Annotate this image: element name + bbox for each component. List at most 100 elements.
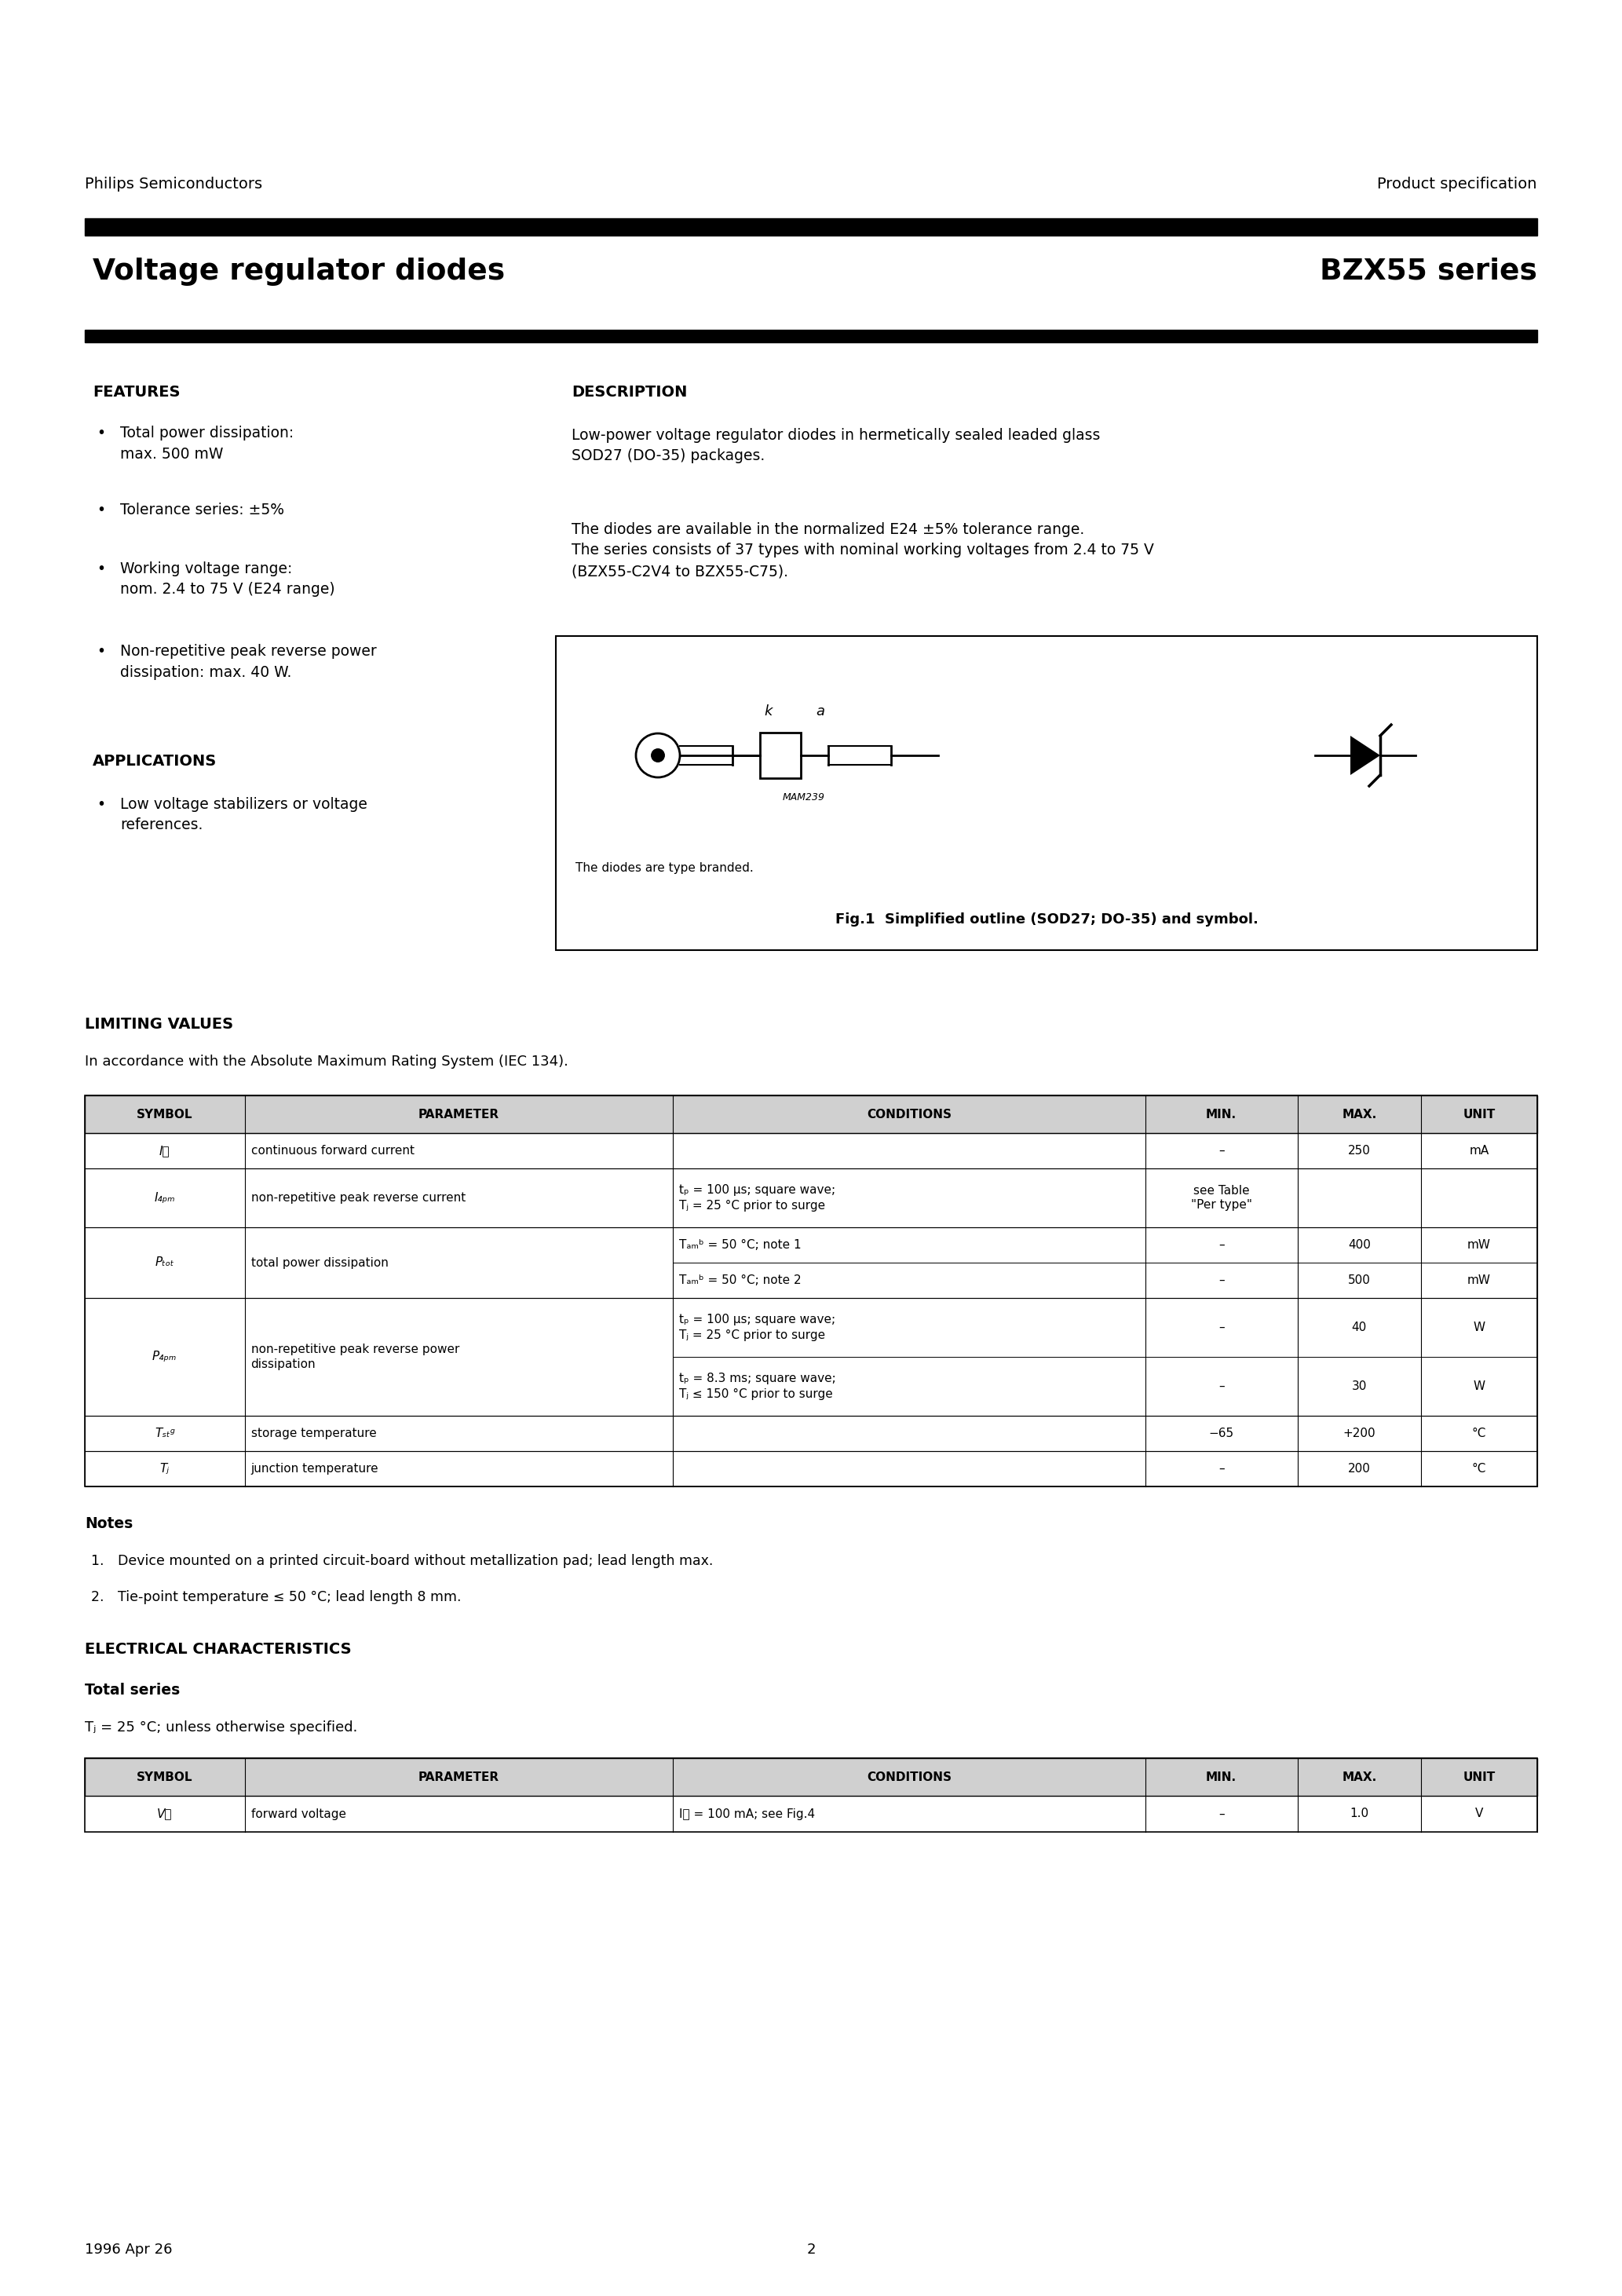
Text: a: a bbox=[816, 705, 824, 719]
Text: junction temperature: junction temperature bbox=[251, 1463, 378, 1474]
Text: Tolerance series: ±5%: Tolerance series: ±5% bbox=[120, 503, 284, 517]
Text: W: W bbox=[1473, 1322, 1486, 1334]
Text: In accordance with the Absolute Maximum Rating System (IEC 134).: In accordance with the Absolute Maximum … bbox=[84, 1054, 568, 1068]
Text: –: – bbox=[1218, 1240, 1225, 1251]
Text: –: – bbox=[1218, 1807, 1225, 1821]
Text: Working voltage range:
nom. 2.4 to 75 V (E24 range): Working voltage range: nom. 2.4 to 75 V … bbox=[120, 563, 334, 597]
Text: storage temperature: storage temperature bbox=[251, 1428, 376, 1440]
Text: SYMBOL: SYMBOL bbox=[136, 1770, 193, 1784]
Text: tₚ = 8.3 ms; square wave;
Tⱼ ≤ 150 °C prior to surge: tₚ = 8.3 ms; square wave; Tⱼ ≤ 150 °C pr… bbox=[680, 1373, 835, 1401]
Text: Tⱼ = 25 °C; unless otherwise specified.: Tⱼ = 25 °C; unless otherwise specified. bbox=[84, 1720, 357, 1733]
Text: Non-repetitive peak reverse power
dissipation: max. 40 W.: Non-repetitive peak reverse power dissip… bbox=[120, 643, 376, 680]
Text: Voltage regulator diodes: Voltage regulator diodes bbox=[92, 257, 504, 285]
Text: •: • bbox=[97, 425, 105, 441]
Polygon shape bbox=[1351, 735, 1380, 776]
Text: tₚ = 100 μs; square wave;
Tⱼ = 25 °C prior to surge: tₚ = 100 μs; square wave; Tⱼ = 25 °C pri… bbox=[680, 1185, 835, 1212]
Text: PARAMETER: PARAMETER bbox=[418, 1109, 500, 1120]
Text: 400: 400 bbox=[1348, 1240, 1371, 1251]
Text: MAX.: MAX. bbox=[1341, 1109, 1377, 1120]
Text: PARAMETER: PARAMETER bbox=[418, 1770, 500, 1784]
Text: 40: 40 bbox=[1351, 1322, 1367, 1334]
Bar bbox=[84, 1095, 1538, 1486]
Text: MAM239: MAM239 bbox=[783, 792, 826, 804]
Text: –: – bbox=[1218, 1463, 1225, 1474]
Text: 1.0: 1.0 bbox=[1350, 1807, 1369, 1821]
Text: 500: 500 bbox=[1348, 1274, 1371, 1286]
Bar bbox=[84, 218, 1538, 236]
Bar bbox=[84, 1169, 1538, 1228]
Bar bbox=[84, 331, 1538, 342]
Text: 2.  Tie-point temperature ≤ 50 °C; lead length 8 mm.: 2. Tie-point temperature ≤ 50 °C; lead l… bbox=[91, 1591, 461, 1605]
Text: I₟ = 100 mA; see Fig.4: I₟ = 100 mA; see Fig.4 bbox=[680, 1807, 816, 1821]
Text: mW: mW bbox=[1468, 1240, 1491, 1251]
Text: The diodes are type branded.: The diodes are type branded. bbox=[576, 863, 754, 875]
Text: non-repetitive peak reverse power
dissipation: non-repetitive peak reverse power dissip… bbox=[251, 1343, 459, 1371]
Text: Tₛₜᵍ: Tₛₜᵍ bbox=[154, 1428, 175, 1440]
Text: FEATURES: FEATURES bbox=[92, 386, 180, 400]
Text: non-repetitive peak reverse current: non-repetitive peak reverse current bbox=[251, 1192, 466, 1203]
Text: UNIT: UNIT bbox=[1463, 1109, 1495, 1120]
Text: V: V bbox=[1474, 1807, 1483, 1821]
Text: −65: −65 bbox=[1208, 1428, 1234, 1440]
Text: –: – bbox=[1218, 1274, 1225, 1286]
Text: BZX55 series: BZX55 series bbox=[1320, 257, 1538, 285]
Text: k: k bbox=[764, 705, 772, 719]
Text: 30: 30 bbox=[1351, 1380, 1367, 1391]
Text: 1.  Device mounted on a printed circuit-board without metallization pad; lead le: 1. Device mounted on a printed circuit-b… bbox=[91, 1554, 714, 1568]
Bar bbox=[84, 1417, 1538, 1451]
Bar bbox=[84, 1759, 1538, 1795]
Text: I₟: I₟ bbox=[159, 1146, 170, 1157]
Text: 250: 250 bbox=[1348, 1146, 1371, 1157]
Text: LIMITING VALUES: LIMITING VALUES bbox=[84, 1017, 234, 1031]
Text: –: – bbox=[1218, 1380, 1225, 1391]
Text: –: – bbox=[1218, 1146, 1225, 1157]
Text: +200: +200 bbox=[1343, 1428, 1375, 1440]
Text: Tⱼ: Tⱼ bbox=[161, 1463, 169, 1474]
Text: •: • bbox=[97, 563, 105, 576]
Text: mW: mW bbox=[1468, 1274, 1491, 1286]
Text: V₟: V₟ bbox=[157, 1807, 172, 1821]
Circle shape bbox=[650, 748, 665, 762]
Text: °C: °C bbox=[1471, 1463, 1486, 1474]
Text: 200: 200 bbox=[1348, 1463, 1371, 1474]
Text: continuous forward current: continuous forward current bbox=[251, 1146, 414, 1157]
Text: Fig.1  Simplified outline (SOD27; DO-35) and symbol.: Fig.1 Simplified outline (SOD27; DO-35) … bbox=[835, 912, 1259, 928]
Text: forward voltage: forward voltage bbox=[251, 1807, 345, 1821]
Text: Product specification: Product specification bbox=[1377, 177, 1538, 191]
Text: MAX.: MAX. bbox=[1341, 1770, 1377, 1784]
Text: Low voltage stabilizers or voltage
references.: Low voltage stabilizers or voltage refer… bbox=[120, 797, 367, 833]
Text: I₄ₚₘ: I₄ₚₘ bbox=[154, 1192, 175, 1203]
Text: Tₐₘᵇ = 50 °C; note 1: Tₐₘᵇ = 50 °C; note 1 bbox=[680, 1240, 801, 1251]
Text: CONDITIONS: CONDITIONS bbox=[866, 1109, 952, 1120]
Text: SYMBOL: SYMBOL bbox=[136, 1109, 193, 1120]
Bar bbox=[84, 1759, 1538, 1832]
Text: 1996 Apr 26: 1996 Apr 26 bbox=[84, 2243, 172, 2257]
Text: APPLICATIONS: APPLICATIONS bbox=[92, 753, 217, 769]
Text: –: – bbox=[1218, 1322, 1225, 1334]
Text: MIN.: MIN. bbox=[1205, 1770, 1236, 1784]
Text: •: • bbox=[97, 503, 105, 517]
Text: •: • bbox=[97, 797, 105, 813]
Text: UNIT: UNIT bbox=[1463, 1770, 1495, 1784]
Bar bbox=[84, 1451, 1538, 1486]
Text: 2: 2 bbox=[806, 2243, 816, 2257]
Text: Philips Semiconductors: Philips Semiconductors bbox=[84, 177, 263, 191]
Bar bbox=[84, 1297, 1538, 1417]
Text: The diodes are available in the normalized E24 ±5% tolerance range.
The series c: The diodes are available in the normaliz… bbox=[571, 521, 1153, 579]
Text: Low-power voltage regulator diodes in hermetically sealed leaded glass
SOD27 (DO: Low-power voltage regulator diodes in he… bbox=[571, 427, 1100, 464]
Text: see Table
"Per type": see Table "Per type" bbox=[1191, 1185, 1252, 1210]
Text: °C: °C bbox=[1471, 1428, 1486, 1440]
Text: ELECTRICAL CHARACTERISTICS: ELECTRICAL CHARACTERISTICS bbox=[84, 1642, 352, 1658]
Text: W: W bbox=[1473, 1380, 1486, 1391]
Text: MIN.: MIN. bbox=[1205, 1109, 1236, 1120]
Text: total power dissipation: total power dissipation bbox=[251, 1256, 388, 1267]
Bar bbox=[556, 636, 1538, 951]
Text: Pₜₒₜ: Pₜₒₜ bbox=[156, 1256, 174, 1267]
Bar bbox=[84, 1228, 1538, 1297]
Bar bbox=[84, 1095, 1538, 1134]
Bar bbox=[761, 732, 801, 778]
Text: Total series: Total series bbox=[84, 1683, 180, 1697]
Text: Total power dissipation:
max. 500 mW: Total power dissipation: max. 500 mW bbox=[120, 425, 294, 461]
Text: CONDITIONS: CONDITIONS bbox=[866, 1770, 952, 1784]
Text: mA: mA bbox=[1470, 1146, 1489, 1157]
